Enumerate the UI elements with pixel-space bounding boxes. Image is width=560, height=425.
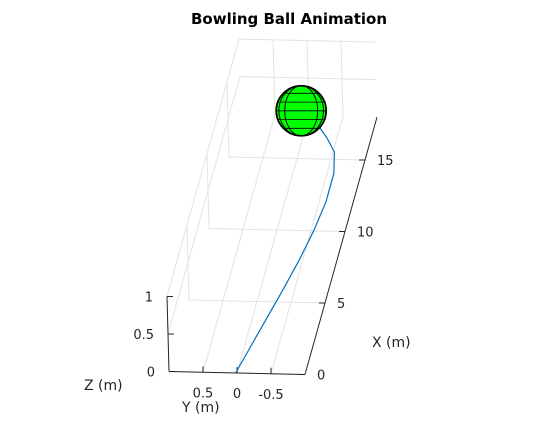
trajectory (235, 126, 335, 374)
z-tick-label: 0 (147, 366, 155, 381)
z-tick-label: 0.5 (133, 328, 154, 343)
y-tick-label: -0.5 (258, 388, 283, 403)
x-tick-label: 15 (377, 154, 394, 169)
z-axis-label: Z (m) (84, 378, 123, 394)
bowling-ball (275, 85, 328, 137)
chart-title: Bowling Ball Animation (191, 10, 387, 28)
grid-line (166, 38, 240, 297)
grid-line (236, 115, 310, 374)
grid-line (167, 76, 241, 335)
x-axis-label: X (m) (372, 335, 411, 351)
ball-outline (275, 85, 328, 137)
y-tick-label: 0 (233, 387, 241, 402)
axes-box (166, 116, 378, 375)
trajectory-line (235, 126, 335, 374)
x-tick-label: 0 (317, 369, 325, 384)
tick-labels: 0 5 10 15 0.5 0 -0.5 0 0.5 1 (133, 154, 393, 403)
x-tick-label: 5 (337, 297, 345, 312)
y-tick-label: 0.5 (193, 386, 214, 401)
x-tick-label: 10 (357, 226, 374, 241)
grid-line (239, 76, 377, 81)
y-axis-label: Y (m) (181, 400, 220, 416)
grid-line (238, 38, 376, 43)
grid-line (202, 114, 276, 373)
x-axis-line (304, 116, 378, 375)
grid (166, 38, 377, 375)
z-tick-label: 1 (145, 291, 153, 306)
